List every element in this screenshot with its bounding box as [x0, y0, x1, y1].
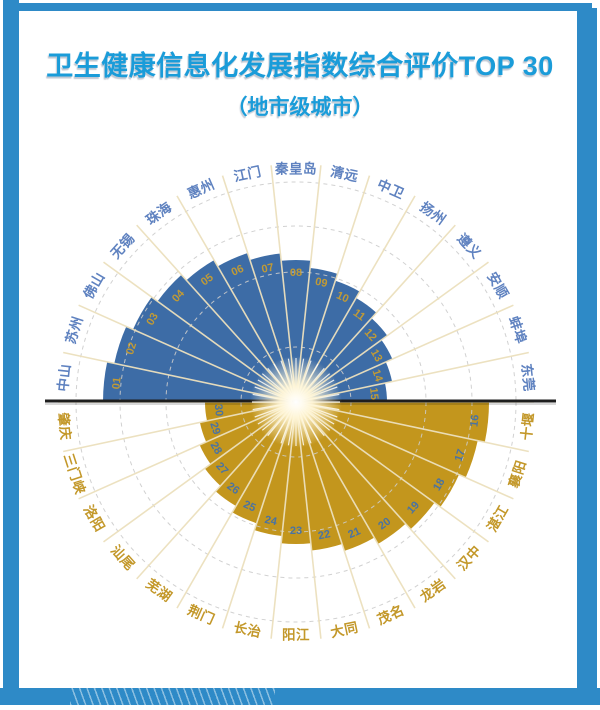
city-label-13: 安顺	[484, 269, 512, 301]
city-label-17: 襄阳	[505, 458, 529, 491]
page-subtitle: （地市级城市）	[226, 96, 374, 119]
city-label-05: 珠海	[143, 198, 175, 227]
wedge-rank-02	[114, 326, 296, 402]
city-label-02: 苏州	[62, 314, 86, 346]
wedge-rank-08	[281, 260, 311, 402]
header: 卫生健康信息化发展指数综合评价TOP 30 （地市级城市）	[0, 44, 600, 121]
city-label-07: 江门	[232, 163, 263, 184]
wedge-number-28: 28	[208, 440, 225, 457]
wedge-number-07: 07	[260, 262, 274, 276]
page-title: 卫生健康信息化发展指数综合评价TOP 30	[46, 51, 554, 81]
city-label-10: 中卫	[375, 176, 407, 202]
city-label-30: 肇庆	[55, 412, 74, 442]
city-label-06: 惠州	[185, 176, 217, 202]
wedge-number-30: 30	[212, 403, 225, 416]
city-label-09: 清远	[329, 163, 360, 184]
wedge-number-10: 10	[334, 290, 350, 306]
wedge-number-11: 11	[351, 307, 367, 324]
wedge-number-15: 15	[367, 387, 380, 400]
wedge-number-20: 20	[376, 516, 393, 533]
wedge-rank-19	[296, 402, 435, 530]
wedge-number-16: 16	[468, 414, 481, 427]
frame-right-bar	[577, 8, 597, 705]
wedge-number-24: 24	[263, 514, 278, 528]
city-label-01: 中山	[54, 363, 73, 393]
city-label-11: 扬州	[417, 198, 449, 227]
wedge-rank-17	[296, 402, 478, 478]
frame-left-bar	[3, 0, 19, 690]
city-label-14: 蚌埠	[506, 314, 530, 346]
city-label-27: 汕尾	[108, 542, 139, 574]
wedge-number-29: 29	[207, 421, 222, 436]
wedge-number-02: 02	[124, 341, 139, 356]
city-label-29: 三门峡	[61, 451, 89, 496]
wedge-number-08: 08	[290, 267, 302, 279]
wedge-rank-04	[157, 274, 296, 402]
wedge-number-09: 09	[314, 276, 328, 290]
wedge-number-14: 14	[370, 368, 385, 384]
wedge-number-25: 25	[241, 499, 257, 515]
wedge-number-03: 03	[144, 311, 161, 328]
city-label-18: 湛江	[483, 502, 511, 534]
wedge-number-01: 01	[110, 376, 123, 389]
city-label-28: 洛阳	[81, 502, 109, 534]
wedge-rank-23	[281, 402, 311, 544]
city-label-08: 秦皇岛	[274, 161, 317, 177]
wedge-number-13: 13	[368, 347, 385, 364]
city-label-22: 大同	[329, 619, 360, 640]
wedge-number-18: 18	[431, 476, 448, 493]
wedge-number-05: 05	[199, 272, 216, 289]
wedge-number-17: 17	[453, 448, 468, 463]
center-glow	[250, 356, 342, 448]
wedge-rank-03	[133, 297, 296, 402]
wedge-number-06: 06	[230, 263, 246, 279]
city-label-04: 无锡	[106, 230, 137, 262]
city-label-19: 汉中	[454, 542, 485, 574]
city-label-20: 龙岩	[416, 575, 449, 605]
city-label-24: 长治	[232, 619, 263, 640]
city-label-15: 东莞	[519, 363, 538, 393]
city-label-25: 荆门	[185, 601, 217, 627]
wedge-number-21: 21	[346, 525, 362, 541]
city-label-26: 芜湖	[143, 575, 175, 604]
wedge-number-26: 26	[225, 480, 242, 497]
city-label-03: 佛山	[79, 269, 107, 302]
frame-bottom-bar	[0, 688, 600, 705]
frame-top-bar	[19, 3, 592, 11]
city-label-12: 遵义	[454, 230, 485, 262]
city-label-16: 十堰	[518, 412, 537, 442]
city-label-23: 阳江	[282, 627, 310, 643]
wedge-number-22: 22	[317, 528, 331, 542]
wedge-number-23: 23	[290, 525, 302, 537]
wedge-rank-18	[296, 402, 459, 507]
frame-bottom-stripes	[70, 688, 275, 705]
